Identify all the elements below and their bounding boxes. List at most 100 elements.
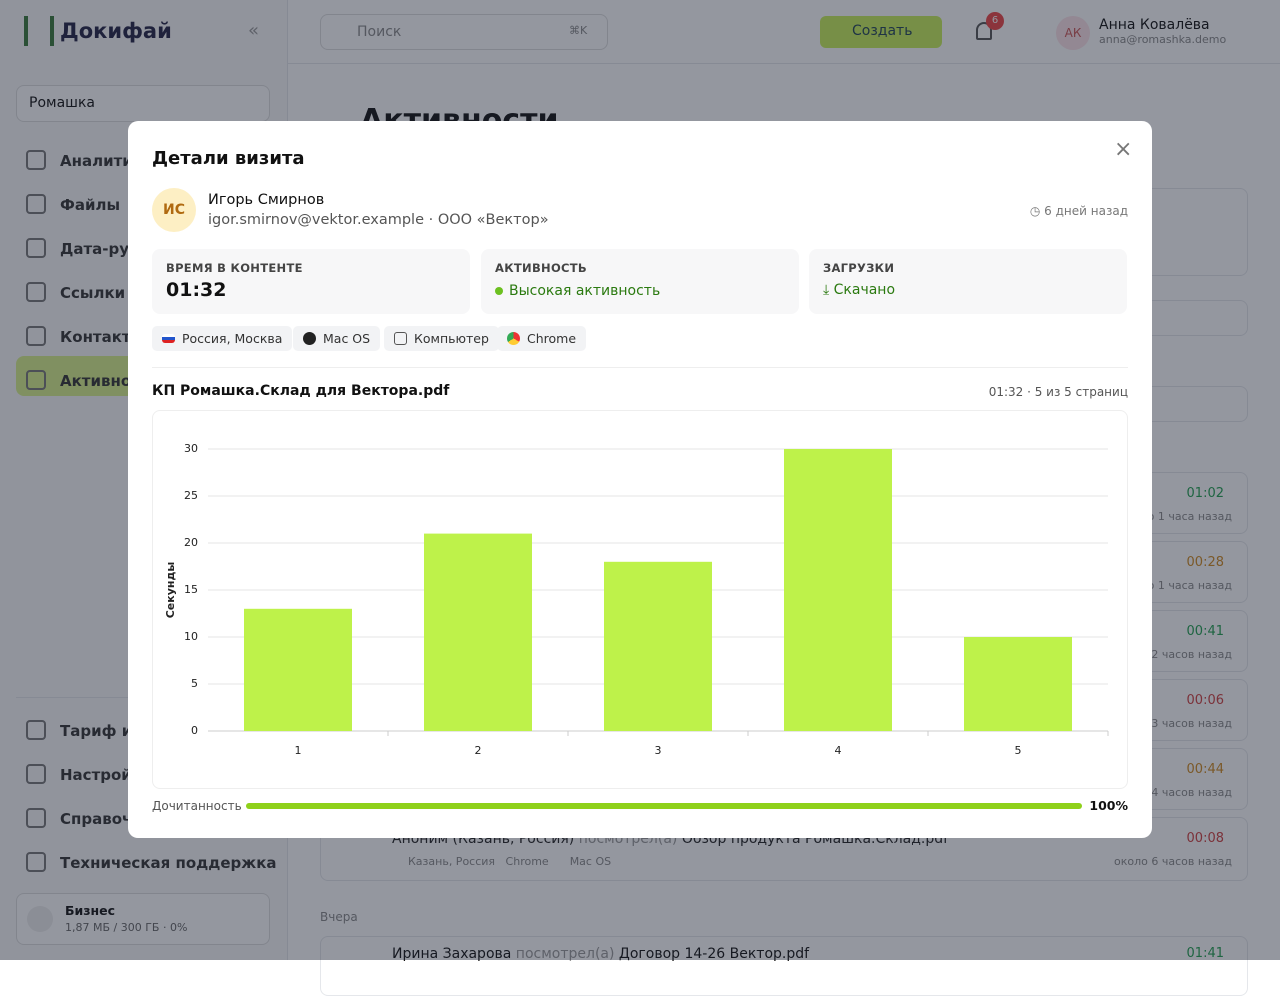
- nav-item: Контакты: [60, 328, 145, 346]
- avatar[interactable]: АК: [1056, 16, 1090, 50]
- chip-label: Россия, Москва: [182, 331, 283, 346]
- visitor-avatar: ИС: [152, 188, 196, 232]
- stat-label: ВРЕМЯ В КОНТЕНТЕ: [166, 261, 303, 275]
- modal-title: Детали визита: [152, 148, 305, 169]
- nav-item: Тариф и о: [60, 722, 148, 740]
- doc: Договор 14-26 Вектор.pdf: [618, 946, 810, 962]
- location: Казань, Россия: [408, 855, 496, 868]
- nav-item: Файлы: [60, 196, 121, 214]
- shortcut: ⌘K: [569, 24, 588, 37]
- plan-usage: 1,87 МБ / 300 ГБ · 0%: [65, 921, 188, 934]
- ago: около 6 часов назад: [1114, 855, 1232, 868]
- document-meta: 01:32 · 5 из 5 страниц: [988, 385, 1128, 399]
- progress: [246, 803, 1082, 809]
- visitor-details: igor.smirnov@vektor.example · ООО «Векто…: [208, 212, 549, 228]
- y-tick-label: 20: [184, 536, 198, 549]
- nav-item: Справочн: [60, 810, 143, 828]
- visitor-name: Игорь Смирнов: [208, 192, 325, 208]
- create-button[interactable]: Создать: [820, 16, 942, 48]
- logo: Докифай: [60, 19, 172, 43]
- y-axis-label: Секунды: [164, 562, 177, 619]
- plan[interactable]: Бизнес 1,87 МБ / 300 ГБ · 0%: [16, 893, 270, 945]
- nav-icon: [26, 370, 46, 390]
- badge: 6: [986, 12, 1004, 30]
- nav-icon: [26, 764, 46, 784]
- chip-label: Компьютер: [414, 331, 489, 346]
- nav-icon: [26, 194, 46, 214]
- stat-label: АКТИВНОСТЬ: [495, 261, 587, 275]
- x-tick-label: 3: [655, 744, 662, 757]
- chip: Mac OS: [293, 326, 381, 351]
- time: 00:41: [1186, 624, 1224, 639]
- browser: Chrome: [505, 855, 549, 868]
- progress-track: [246, 803, 1082, 809]
- time: 00:28: [1186, 555, 1224, 570]
- chip: Россия, Москва: [152, 326, 293, 351]
- document-name: КП Ромашка.Склад для Вектора.pdf: [152, 383, 450, 399]
- time: 00:08: [1186, 831, 1224, 846]
- y-tick-label: 25: [184, 489, 198, 502]
- reading-value: 100%: [1089, 798, 1128, 813]
- y-tick-label: 15: [184, 583, 198, 596]
- org: Ромашка: [29, 95, 95, 111]
- x-tick-label: 5: [1015, 744, 1022, 757]
- user-email: anna@romashka.demo: [1099, 33, 1227, 46]
- nav-icon: [26, 282, 46, 302]
- chart: Секунды 0 5 10 15 20 25 30 1 2 3 4 5: [164, 442, 1109, 757]
- search-placeholder: Поиск: [357, 24, 402, 40]
- collapse[interactable]: «: [248, 20, 260, 41]
- yesterday-row: Ирина Захарова посмотрел(а) Договор 14-2…: [392, 946, 809, 962]
- os: Mac OS: [569, 855, 612, 868]
- who: Ирина Захарова: [392, 946, 512, 962]
- x-tick-label: 2: [475, 744, 482, 757]
- user-name: Анна Ковалёва: [1099, 17, 1210, 33]
- stat-label: ЗАГРУЗКИ: [823, 261, 895, 275]
- bar: [424, 533, 532, 731]
- x-tick-label: 4: [835, 744, 842, 757]
- nav-item: Дата-рум: [60, 240, 142, 258]
- x-tick-label: 1: [295, 744, 302, 757]
- bell[interactable]: [976, 22, 992, 40]
- nav-icon: [26, 150, 46, 170]
- plan-name: Бизнес: [65, 903, 116, 918]
- stat-value: Скачано: [833, 282, 896, 298]
- y-tick-label: 0: [191, 724, 198, 737]
- nav-item: Техническая поддержка: [60, 854, 277, 872]
- nav-icon: [26, 808, 46, 828]
- time: 00:06: [1186, 693, 1224, 708]
- stat-value: Высокая активность: [509, 283, 661, 299]
- day-label: Вчера: [320, 910, 358, 924]
- stat-value: 01:32: [166, 279, 227, 301]
- nav-icon: [26, 720, 46, 740]
- verb: посмотрел(а): [515, 946, 615, 962]
- time: 01:41: [1186, 946, 1224, 961]
- last-row-meta: Казань, Россия Chrome Mac OS: [408, 855, 611, 868]
- chip: Chrome: [497, 326, 587, 351]
- chip-label: Mac OS: [323, 331, 371, 346]
- chip-label: Chrome: [527, 331, 577, 346]
- stat-card: ВРЕМЯ В КОНТЕНТЕ 01:32: [152, 249, 470, 314]
- close[interactable]: ×: [1114, 137, 1133, 162]
- y-tick-label: 10: [184, 630, 198, 643]
- y-tick-label: 30: [184, 442, 198, 455]
- topbar: Поиск ⌘K Создать 6 АК Анна Ковалёва anna@…: [288, 0, 1280, 64]
- ago: 6 дней назад: [1044, 204, 1128, 218]
- reading-label: Дочитанность: [152, 799, 242, 813]
- bar: [604, 561, 712, 731]
- create-label: Создать: [852, 23, 913, 39]
- bar: [964, 637, 1072, 731]
- nav-item: Аналитик: [60, 152, 143, 170]
- search[interactable]: Поиск ⌘K: [320, 14, 608, 50]
- bar: [784, 449, 892, 731]
- nav-icon: [26, 326, 46, 346]
- chip: Компьютер: [384, 326, 499, 351]
- nav-item: Ссылки: [60, 284, 126, 302]
- time: 01:02: [1186, 486, 1224, 501]
- stat-card: АКТИВНОСТЬ Высокая активность: [481, 249, 799, 314]
- nav-icon: [26, 852, 46, 872]
- visit-ago: ◷ 6 дней назад: [1029, 204, 1128, 218]
- logo-icon: [24, 16, 54, 46]
- time: 00:44: [1186, 762, 1224, 777]
- nav-item: Настройк: [60, 766, 142, 784]
- y-tick-label: 5: [191, 677, 198, 690]
